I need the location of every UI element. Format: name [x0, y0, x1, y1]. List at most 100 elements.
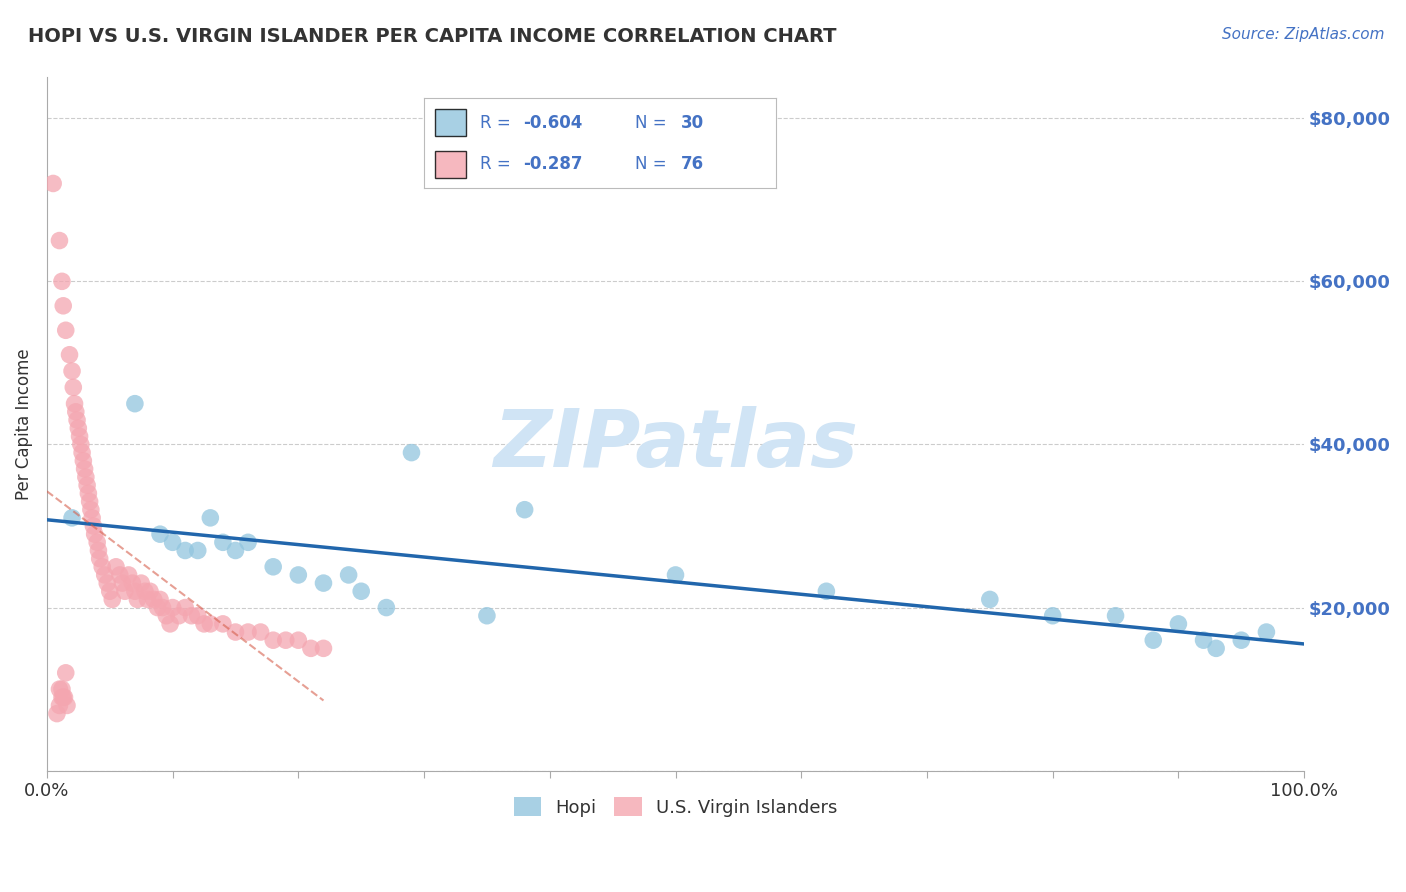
Point [1167, 616, 1189, 631]
Point [60, 511, 83, 525]
Point [136, 592, 159, 607]
Point [124, 397, 146, 411]
Point [96, 576, 118, 591]
Legend: Hopi, U.S. Virgin Islanders: Hopi, U.S. Virgin Islanders [506, 790, 845, 824]
Point [51, 682, 73, 697]
Point [1230, 633, 1253, 648]
Point [200, 511, 222, 525]
Point [167, 608, 190, 623]
Point [155, 608, 177, 623]
Point [67, 421, 90, 435]
Point [48, 682, 70, 697]
Point [274, 633, 297, 648]
Point [55, 665, 77, 680]
Point [287, 568, 309, 582]
Point [149, 592, 172, 607]
Point [79, 494, 101, 508]
Point [69, 437, 91, 451]
Point [91, 559, 114, 574]
Point [63, 397, 86, 411]
Point [121, 576, 143, 591]
Point [152, 600, 174, 615]
Point [1142, 633, 1164, 648]
Point [83, 527, 105, 541]
Point [42, 177, 65, 191]
Point [127, 592, 149, 607]
Point [337, 568, 360, 582]
Point [162, 600, 184, 615]
Point [174, 543, 197, 558]
Point [76, 478, 98, 492]
Point [56, 698, 79, 713]
Point [62, 380, 84, 394]
Point [52, 299, 75, 313]
Point [82, 519, 104, 533]
Point [475, 608, 498, 623]
Point [46, 706, 69, 721]
Point [287, 633, 309, 648]
Point [312, 576, 335, 591]
Point [299, 641, 322, 656]
Point [55, 323, 77, 337]
Point [375, 600, 398, 615]
Point [70, 445, 93, 459]
Point [129, 576, 152, 591]
Point [53, 690, 76, 705]
Point [224, 543, 246, 558]
Point [200, 616, 222, 631]
Point [124, 584, 146, 599]
Point [146, 600, 169, 615]
Point [1042, 608, 1064, 623]
Point [101, 592, 124, 607]
Point [93, 568, 115, 582]
Point [180, 608, 202, 623]
Point [73, 462, 96, 476]
Point [111, 576, 134, 591]
Point [187, 543, 209, 558]
Point [513, 502, 536, 516]
Point [75, 470, 97, 484]
Point [134, 584, 156, 599]
Point [87, 543, 110, 558]
Point [108, 568, 131, 582]
Point [51, 274, 73, 288]
Point [1256, 625, 1278, 640]
Point [159, 616, 181, 631]
Point [1205, 641, 1227, 656]
Point [350, 584, 373, 599]
Point [48, 234, 70, 248]
Point [65, 405, 87, 419]
Point [193, 616, 215, 631]
Point [142, 592, 165, 607]
Point [98, 584, 121, 599]
Point [1192, 633, 1215, 648]
Point [262, 559, 284, 574]
Point [187, 608, 209, 623]
Point [979, 592, 1001, 607]
Point [174, 600, 197, 615]
Point [58, 348, 80, 362]
Text: Source: ZipAtlas.com: Source: ZipAtlas.com [1222, 27, 1385, 42]
Point [48, 698, 70, 713]
Point [212, 616, 235, 631]
Point [236, 535, 259, 549]
Point [139, 584, 162, 599]
Y-axis label: Per Capita Income: Per Capita Income [15, 348, 32, 500]
Point [224, 625, 246, 640]
Point [72, 454, 94, 468]
Point [77, 486, 100, 500]
Text: HOPI VS U.S. VIRGIN ISLANDER PER CAPITA INCOME CORRELATION CHART: HOPI VS U.S. VIRGIN ISLANDER PER CAPITA … [28, 27, 837, 45]
Point [262, 633, 284, 648]
Point [312, 641, 335, 656]
Point [249, 625, 271, 640]
Point [86, 535, 108, 549]
Point [815, 584, 838, 599]
Point [401, 445, 423, 459]
Point [236, 625, 259, 640]
Point [89, 551, 111, 566]
Point [69, 429, 91, 443]
Point [162, 535, 184, 549]
Point [52, 690, 75, 705]
Point [105, 559, 128, 574]
Point [117, 568, 139, 582]
